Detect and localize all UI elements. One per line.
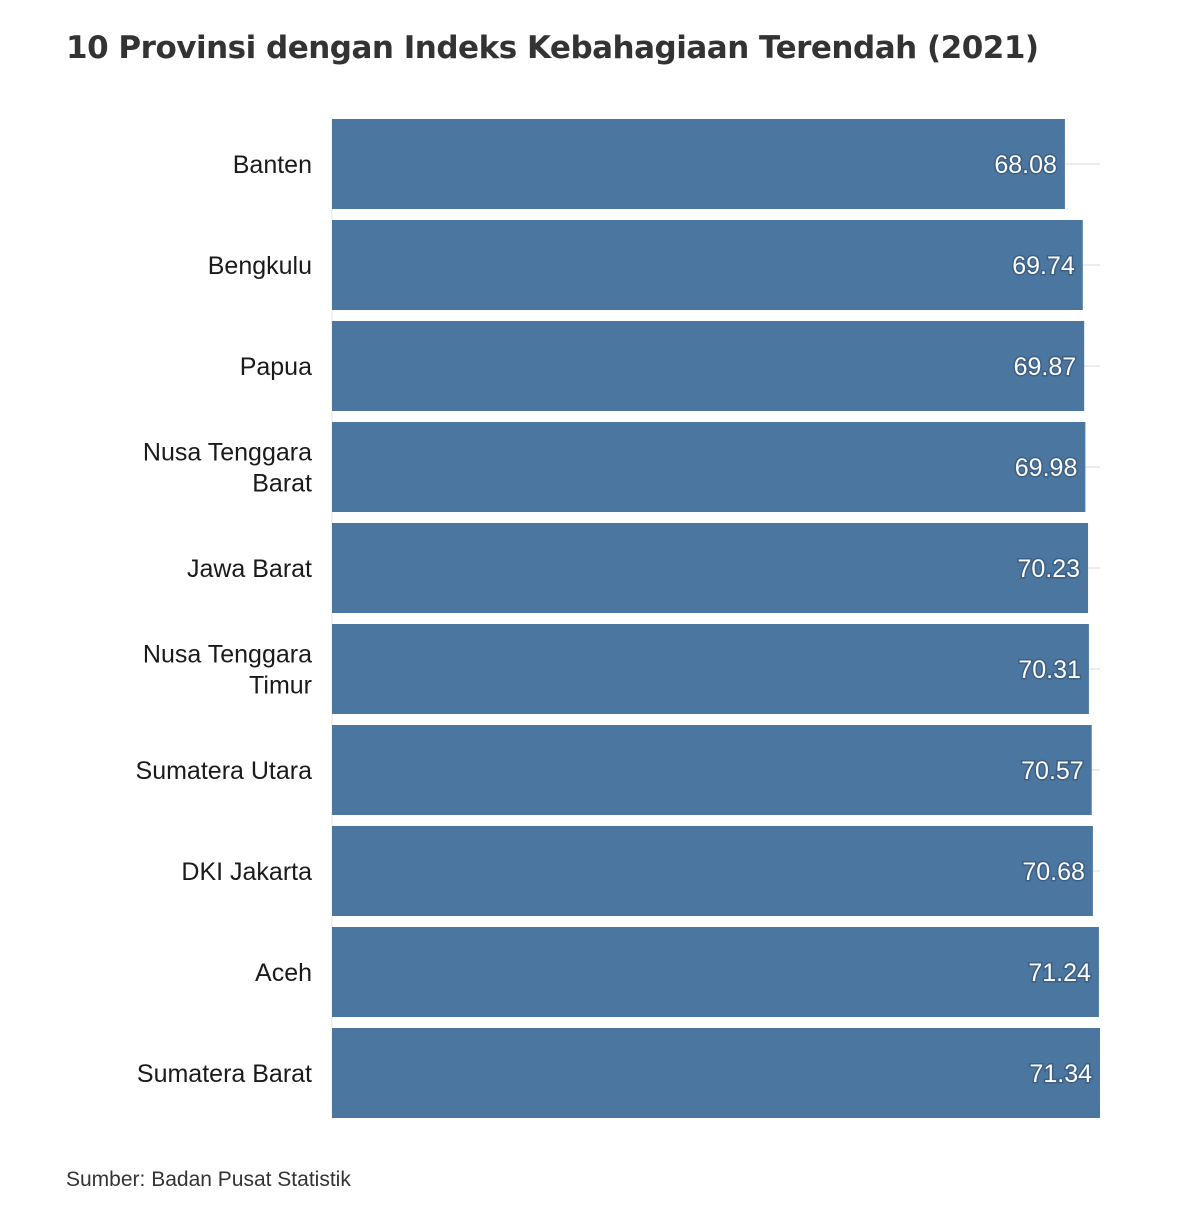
category-label: Sumatera Barat: [137, 1060, 312, 1088]
category-label: Jawa Barat: [187, 555, 312, 583]
value-label: 70.68: [1022, 858, 1085, 886]
category-label: Sumatera Utara: [136, 757, 313, 785]
value-label: 71.34: [1029, 1060, 1092, 1088]
category-label: Aceh: [255, 959, 312, 987]
value-label: 69.98: [1015, 454, 1078, 482]
bar: [332, 725, 1092, 815]
category-label: DKI Jakarta: [181, 858, 312, 886]
value-label: 68.08: [994, 151, 1057, 179]
bar: [332, 1028, 1100, 1118]
value-label: 70.23: [1017, 555, 1080, 583]
category-label: Nusa Tenggara Timur: [143, 641, 312, 700]
category-label: Banten: [233, 151, 312, 179]
value-labels: 68.08 69.74 69.87 69.98 70.23 70.31 70.57 70.68…: [993, 150, 1094, 1090]
value-label: 70.31: [1018, 656, 1081, 684]
value-label: 71.24: [1028, 959, 1091, 987]
value-label: 69.87: [1014, 353, 1077, 381]
category-label: Nusa Tenggara Barat: [143, 439, 312, 498]
bar: [332, 927, 1099, 1017]
bar: [332, 624, 1089, 714]
bar: [332, 523, 1089, 613]
category-label: Bengkulu: [208, 252, 312, 280]
bar: [332, 220, 1083, 310]
bar: [332, 826, 1093, 916]
chart-title: 10 Provinsi dengan Indeks Kebahagiaan Te…: [66, 30, 1039, 66]
bar-layer: [332, 119, 1100, 1118]
source-note: Sumber: Badan Pusat Statistik: [66, 1168, 351, 1191]
bar: [332, 321, 1085, 411]
value-label: 69.74: [1012, 252, 1075, 280]
value-label: 70.57: [1021, 757, 1084, 785]
category-labels: Banten Bengkulu Papua Nusa Tenggara Barat Jaw…: [136, 151, 313, 1088]
category-label: Papua: [240, 353, 312, 381]
bar: [332, 422, 1086, 512]
bar: [332, 119, 1065, 209]
